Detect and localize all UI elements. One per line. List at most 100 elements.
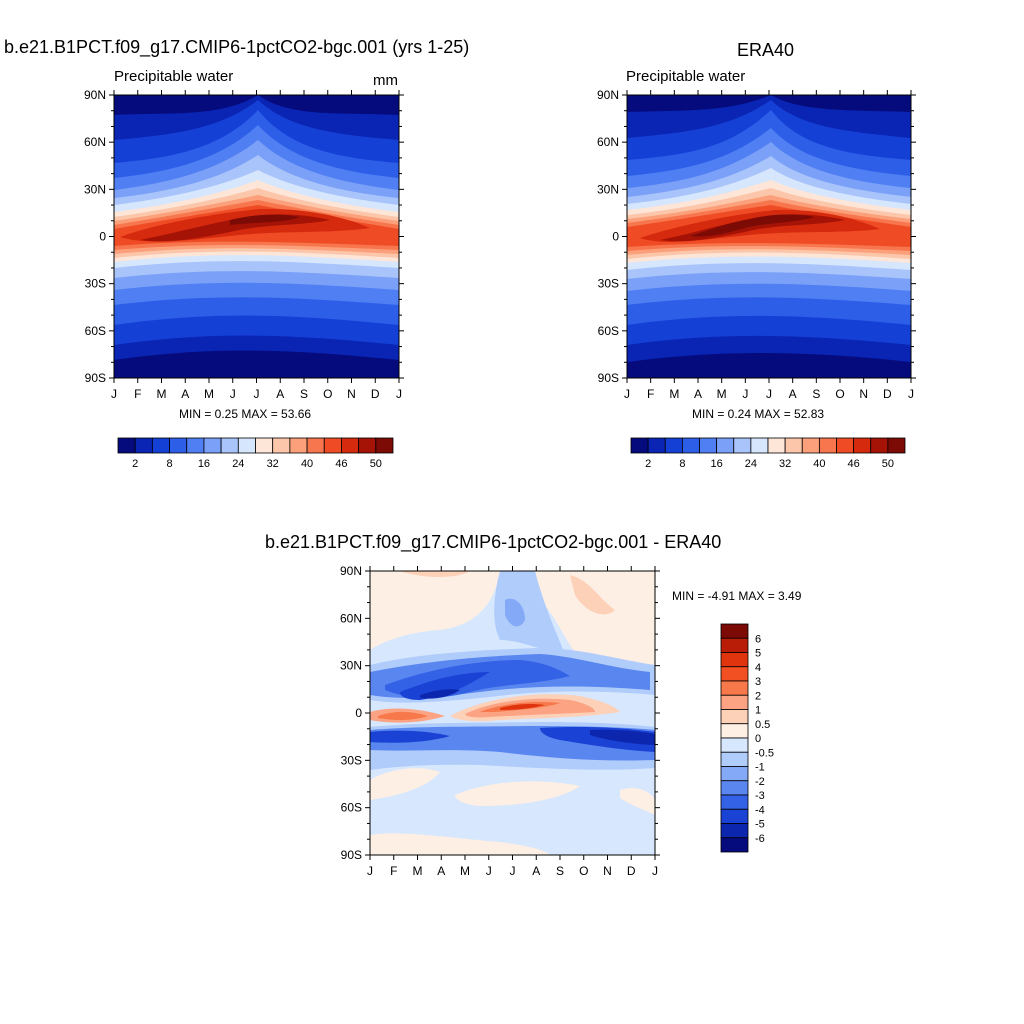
- model-colorbar-label: 2: [132, 458, 138, 470]
- obs-colorbar-box: [647, 437, 666, 454]
- obs-colorbar-box: [699, 437, 718, 454]
- obs-ytick-label: 90N: [597, 88, 619, 102]
- diff-colorbar-box: [720, 637, 749, 653]
- diff-colorbar-label: -5: [755, 819, 765, 831]
- diff-ytick-label: 90S: [341, 848, 362, 862]
- diff-colorbar-box: [720, 766, 749, 782]
- obs-xtick-label: A: [789, 387, 797, 401]
- obs-colorbar-box: [870, 437, 889, 454]
- model-minmax: MIN = 0.25 MAX = 53.66: [179, 407, 312, 421]
- diff-colorbar-box: [720, 808, 749, 824]
- diff-colorbar-box: [720, 666, 749, 682]
- diff-heatmap: [370, 571, 655, 855]
- diff-ytick-label: 90N: [340, 564, 362, 578]
- model-colorbar-label: 46: [335, 458, 347, 470]
- model-ytick-label: 30S: [85, 277, 106, 291]
- diff-xtick-label: N: [603, 864, 612, 878]
- obs-colorbar-box: [887, 437, 906, 454]
- model-colorbar-box: [272, 437, 291, 454]
- diff-panel-title: b.e21.B1PCT.f09_g17.CMIP6-1pctCO2-bgc.00…: [265, 532, 722, 552]
- diff-ytick-label: 60N: [340, 611, 362, 625]
- diff-xtick-label: M: [413, 864, 423, 878]
- diff-colorbar-label: -4: [755, 804, 765, 816]
- obs-ytick-label: 60N: [597, 135, 619, 149]
- diff-xtick-label: S: [556, 864, 564, 878]
- model-colorbar-label: 8: [167, 458, 173, 470]
- obs-colorbar-box: [664, 437, 683, 454]
- model-heatmap: [114, 95, 399, 378]
- diff-colorbar-label: 0: [755, 733, 761, 745]
- diff-colorbar-label: -1: [755, 762, 765, 774]
- obs-colorbar-box: [836, 437, 855, 454]
- obs-xtick-label: F: [647, 387, 654, 401]
- obs-colorbar-label: 16: [711, 458, 723, 470]
- model-colorbar-box: [220, 437, 239, 454]
- obs-colorbar-label: 50: [882, 458, 894, 470]
- obs-ytick-label: 30N: [597, 182, 619, 196]
- obs-colorbar-box: [801, 437, 820, 454]
- diff-xtick-label: M: [460, 864, 470, 878]
- obs-colorbar-box: [716, 437, 735, 454]
- model-xtick-label: J: [111, 387, 117, 401]
- colorbars-layer: 2 8 16 24 32 40 46 50 2 8 16 24 32 40 46 506543210.50-0…: [117, 437, 906, 853]
- obs-panel-variable-label: Precipitable water: [626, 68, 746, 85]
- diff-colorbar-box: [720, 723, 749, 739]
- diff-xtick-label: J: [510, 864, 516, 878]
- diff-colorbar-box: [720, 652, 749, 668]
- diff-ytick-label: 60S: [341, 801, 362, 815]
- model-ytick-label: 60S: [85, 324, 106, 338]
- model-colorbar-box: [117, 437, 136, 454]
- diff-colorbar-box: [720, 780, 749, 796]
- obs-xtick-label: J: [742, 387, 748, 401]
- diff-xtick-label: O: [579, 864, 588, 878]
- model-ytick-label: 60N: [84, 135, 106, 149]
- diff-xtick-label: J: [486, 864, 492, 878]
- obs-colorbar-label: 2: [645, 458, 651, 470]
- diff-colorbar-box: [720, 694, 749, 710]
- model-colorbar-box: [375, 437, 394, 454]
- model-colorbar-box: [237, 437, 256, 454]
- model-xtick-label: S: [300, 387, 308, 401]
- model-xtick-label: J: [254, 387, 260, 401]
- obs-ytick-label: 0: [612, 230, 619, 244]
- diff-colorbar-label: -6: [755, 833, 765, 845]
- diff-minmax: MIN = -4.91 MAX = 3.49: [672, 589, 802, 603]
- diff-xtick-label: J: [367, 864, 373, 878]
- model-colorbar-label: 32: [267, 458, 279, 470]
- model-xtick-label: M: [157, 387, 167, 401]
- model-xtick-label: A: [276, 387, 284, 401]
- diff-colorbar-label: 0.5: [755, 719, 770, 731]
- obs-xtick-label: N: [859, 387, 868, 401]
- obs-colorbar-box: [733, 437, 752, 454]
- model-colorbar-box: [151, 437, 170, 454]
- diff-ytick-label: 0: [355, 706, 362, 720]
- diff-ytick-label: 30N: [340, 659, 362, 673]
- model-colorbar-label: 40: [301, 458, 313, 470]
- model-xtick-label: J: [396, 387, 402, 401]
- diff-xtick-label: D: [627, 864, 636, 878]
- diff-xtick-label: F: [390, 864, 397, 878]
- model-xtick-label: A: [181, 387, 189, 401]
- obs-colorbar-box: [750, 437, 769, 454]
- diff-colorbar-label: -0.5: [755, 747, 774, 759]
- model-colorbar-box: [169, 437, 188, 454]
- obs-xtick-label: M: [717, 387, 727, 401]
- model-colorbar-label: 16: [198, 458, 210, 470]
- obs-colorbar-box: [853, 437, 872, 454]
- model-ytick-label: 90N: [84, 88, 106, 102]
- model-ytick-label: 30N: [84, 182, 106, 196]
- model-colorbar-box: [323, 437, 342, 454]
- obs-xtick-label: J: [766, 387, 772, 401]
- model-ytick-label: 0: [99, 230, 106, 244]
- diff-colorbar-label: 2: [755, 690, 761, 702]
- diff-colorbar-box: [720, 823, 749, 839]
- model-xtick-label: F: [134, 387, 141, 401]
- model-xtick-label: J: [230, 387, 236, 401]
- diff-colorbar-box: [720, 794, 749, 810]
- model-colorbar-box: [289, 437, 308, 454]
- obs-colorbar-box: [818, 437, 837, 454]
- diff-colorbar-box: [720, 680, 749, 696]
- obs-xtick-label: O: [835, 387, 844, 401]
- diff-ytick-label: 30S: [341, 753, 362, 767]
- model-colorbar-label: 24: [232, 458, 244, 470]
